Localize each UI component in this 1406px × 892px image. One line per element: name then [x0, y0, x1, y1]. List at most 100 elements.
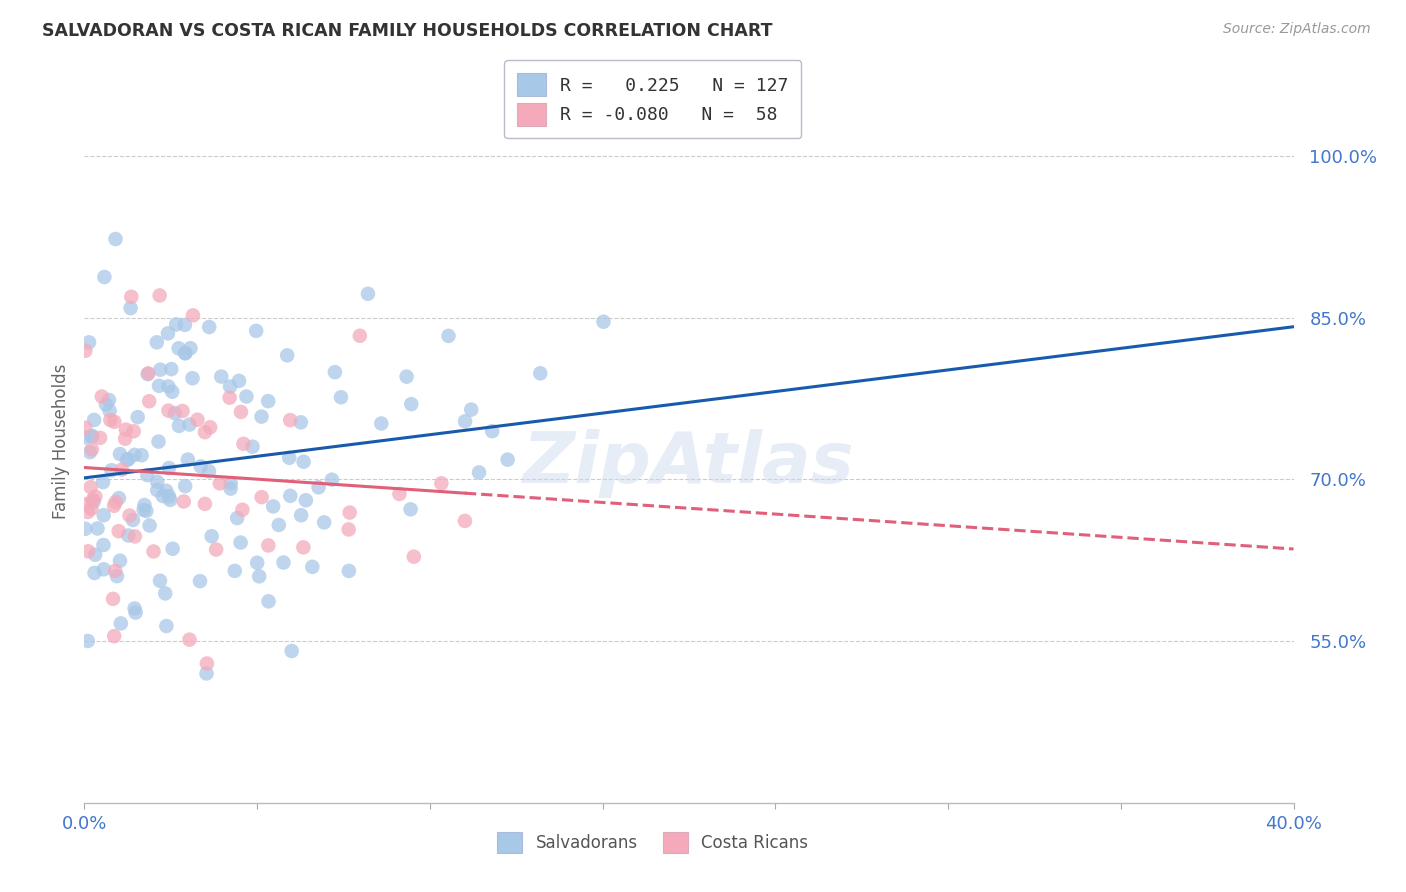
- Point: [136, 367, 159, 381]
- Point: [165, 318, 187, 332]
- Point: [122, 424, 145, 438]
- Point: [157, 403, 180, 417]
- Point: [454, 514, 477, 528]
- Point: [173, 318, 195, 332]
- Point: [155, 586, 177, 600]
- Point: [399, 502, 422, 516]
- Point: [186, 413, 208, 427]
- Point: [460, 402, 482, 417]
- Point: [349, 328, 371, 343]
- Point: [229, 535, 252, 549]
- Point: [135, 504, 157, 518]
- Point: [82, 429, 104, 443]
- Point: [198, 464, 221, 478]
- Point: [290, 508, 312, 523]
- Point: [77, 544, 100, 558]
- Point: [292, 455, 315, 469]
- Point: [172, 404, 194, 418]
- Point: [308, 480, 330, 494]
- Point: [321, 473, 343, 487]
- Point: [83, 413, 105, 427]
- Point: [104, 232, 127, 246]
- Point: [177, 452, 200, 467]
- Point: [104, 564, 127, 578]
- Point: [224, 564, 246, 578]
- Point: [98, 392, 121, 407]
- Point: [152, 489, 174, 503]
- Point: [454, 414, 477, 428]
- Point: [93, 538, 115, 552]
- Point: [138, 518, 160, 533]
- Point: [250, 490, 273, 504]
- Point: [179, 417, 201, 432]
- Point: [159, 492, 181, 507]
- Point: [138, 394, 160, 409]
- Point: [188, 574, 211, 588]
- Point: [278, 450, 301, 465]
- Point: [93, 270, 115, 285]
- Point: [201, 529, 224, 543]
- Point: [103, 499, 125, 513]
- Point: [231, 502, 253, 516]
- Point: [124, 601, 146, 615]
- Point: [228, 374, 250, 388]
- Point: [146, 335, 169, 350]
- Y-axis label: Family Households: Family Households: [52, 364, 70, 519]
- Point: [209, 369, 232, 384]
- Point: [160, 362, 183, 376]
- Point: [339, 506, 361, 520]
- Point: [73, 497, 96, 511]
- Point: [481, 424, 503, 438]
- Point: [149, 362, 172, 376]
- Point: [195, 666, 218, 681]
- Point: [219, 379, 242, 393]
- Point: [195, 657, 218, 671]
- Point: [292, 541, 315, 555]
- Point: [156, 326, 179, 341]
- Point: [395, 369, 418, 384]
- Point: [118, 508, 141, 523]
- Point: [157, 379, 180, 393]
- Point: [91, 475, 114, 490]
- Point: [267, 518, 290, 533]
- Point: [402, 549, 425, 564]
- Point: [115, 423, 138, 437]
- Point: [86, 521, 108, 535]
- Point: [103, 415, 125, 429]
- Point: [76, 634, 98, 648]
- Point: [162, 541, 184, 556]
- Point: [167, 418, 190, 433]
- Point: [257, 538, 280, 552]
- Point: [179, 341, 201, 355]
- Point: [93, 562, 115, 576]
- Point: [124, 606, 146, 620]
- Point: [146, 483, 169, 497]
- Point: [80, 480, 103, 494]
- Point: [84, 548, 107, 562]
- Point: [136, 468, 159, 483]
- Point: [136, 367, 159, 381]
- Point: [120, 301, 142, 315]
- Point: [592, 315, 614, 329]
- Point: [83, 566, 105, 580]
- Point: [111, 462, 134, 476]
- Point: [295, 493, 318, 508]
- Text: SALVADORAN VS COSTA RICAN FAMILY HOUSEHOLDS CORRELATION CHART: SALVADORAN VS COSTA RICAN FAMILY HOUSEHO…: [42, 22, 773, 40]
- Point: [257, 594, 280, 608]
- Point: [160, 384, 183, 399]
- Point: [529, 367, 551, 381]
- Point: [124, 529, 146, 543]
- Point: [73, 430, 96, 444]
- Point: [84, 490, 107, 504]
- Point: [247, 569, 270, 583]
- Point: [357, 286, 380, 301]
- Point: [107, 524, 129, 538]
- Point: [163, 406, 186, 420]
- Point: [149, 574, 172, 588]
- Point: [198, 320, 221, 334]
- Point: [330, 390, 353, 404]
- Point: [174, 479, 197, 493]
- Point: [401, 397, 423, 411]
- Point: [80, 429, 103, 443]
- Text: Source: ZipAtlas.com: Source: ZipAtlas.com: [1223, 22, 1371, 37]
